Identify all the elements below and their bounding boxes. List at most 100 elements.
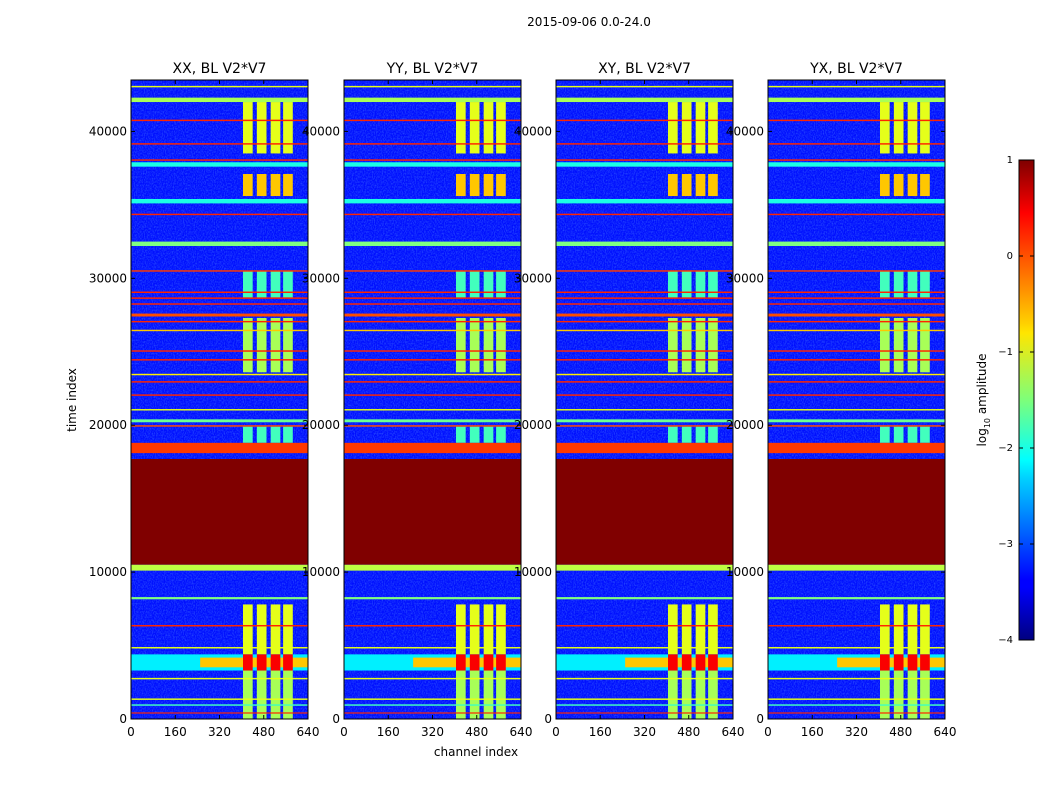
colorbar-tick-label: −3 <box>998 539 1013 550</box>
flag-row <box>131 419 308 423</box>
y-tick-label: 40000 <box>514 124 552 138</box>
flag-row <box>131 143 308 145</box>
heatmap-image <box>768 80 945 719</box>
signal-band-cell <box>920 426 930 443</box>
taper-row-hot-cell <box>668 654 678 671</box>
signal-band-cell <box>283 317 293 373</box>
flag-row <box>556 198 733 204</box>
y-axis-label: time index <box>65 368 79 432</box>
signal-band-cell <box>880 102 890 154</box>
flag-row <box>131 313 308 317</box>
heatmap-image <box>344 80 521 719</box>
y-tick-label: 10000 <box>514 565 552 579</box>
colorbar-label-base: 10 <box>983 418 992 428</box>
flag-row <box>768 564 945 571</box>
signal-band-cell <box>270 270 281 298</box>
taper-row-hot-cell <box>469 654 480 671</box>
flag-row <box>556 564 733 571</box>
signal-band-cell <box>483 102 494 154</box>
flag-row <box>768 677 945 680</box>
y-tick-label: 10000 <box>726 565 764 579</box>
flag-row <box>768 159 945 161</box>
flag-row <box>556 409 733 411</box>
flag-row <box>556 704 733 706</box>
flag-row <box>344 241 521 246</box>
flag-row <box>131 320 308 323</box>
flag-row <box>344 698 521 700</box>
colorbar: −4 −3 −2 −1 0 1 log10 amplitude <box>975 155 1035 646</box>
flag-row <box>768 425 945 427</box>
signal-band-cell <box>681 102 692 154</box>
x-tick-label: 0 <box>340 725 348 739</box>
y-tick-label: 10000 <box>302 565 340 579</box>
flag-row <box>556 394 733 396</box>
flag-row <box>768 712 945 714</box>
flag-row <box>131 359 308 361</box>
signal-band-cell <box>456 426 466 443</box>
colorbar-tick-label: −1 <box>998 347 1013 358</box>
panel-title: YX, BL V2*V7 <box>809 61 903 77</box>
flag-row <box>768 320 945 323</box>
signal-band-cell <box>243 604 253 655</box>
flag-row <box>556 143 733 145</box>
flag-row <box>768 394 945 396</box>
flag-row <box>768 119 945 122</box>
heatmap-image <box>556 80 733 719</box>
signal-band-cell <box>893 670 904 719</box>
flag-row <box>768 373 945 376</box>
flag-row <box>768 162 945 167</box>
y-tick-label: 0 <box>756 712 764 726</box>
x-tick-label: 640 <box>934 725 957 739</box>
flag-row <box>344 159 521 161</box>
y-tick-label: 0 <box>119 712 127 726</box>
flag-row <box>768 409 945 411</box>
flag-row <box>344 677 521 680</box>
x-tick-label: 480 <box>465 725 488 739</box>
signal-band-cell <box>456 270 466 298</box>
signal-band-cell <box>920 670 930 719</box>
flag-row <box>131 394 308 396</box>
flag-row <box>556 329 733 332</box>
flag-row <box>768 241 945 246</box>
signal-band-cell <box>469 426 480 443</box>
heatmap-image <box>131 80 308 719</box>
signal-band-cell <box>695 426 706 443</box>
flag-row <box>768 97 945 103</box>
signal-band-cell <box>456 102 466 154</box>
x-tick-label: 320 <box>421 725 444 739</box>
flag-row <box>344 381 521 383</box>
flag-row <box>556 320 733 323</box>
signal-band-cell <box>456 317 466 373</box>
flag-row <box>556 425 733 427</box>
signal-band-cell <box>243 426 253 443</box>
signal-band-cell <box>695 102 706 154</box>
signal-band-cell <box>668 270 678 298</box>
flag-row <box>768 458 945 565</box>
flag-row <box>344 458 521 565</box>
signal-band-cell <box>893 174 904 197</box>
signal-band-cell <box>695 604 706 655</box>
flag-row <box>131 270 308 272</box>
flag-row <box>768 624 945 627</box>
y-tick-label: 30000 <box>302 271 340 285</box>
flag-row <box>344 329 521 332</box>
panel-yy: YY, BL V2*V7 0 160 320 480 640 0 10000 20000 3000… <box>302 61 533 739</box>
signal-band-cell <box>893 604 904 655</box>
signal-band-cell <box>483 426 494 443</box>
x-tick-label: 160 <box>589 725 612 739</box>
signal-band-cell <box>256 270 267 298</box>
signal-band-cell <box>880 670 890 719</box>
signal-band-cell <box>708 670 718 719</box>
signal-band-cell <box>920 102 930 154</box>
signal-band-cell <box>456 174 466 197</box>
y-tick-label: 30000 <box>726 271 764 285</box>
flag-row <box>344 162 521 167</box>
x-tick-label: 320 <box>633 725 656 739</box>
flag-row <box>131 425 308 427</box>
taper-row-hot-cell <box>695 654 706 671</box>
flag-row <box>768 313 945 317</box>
flag-row <box>768 291 945 293</box>
flag-row <box>344 394 521 396</box>
flag-row <box>344 409 521 411</box>
flag-row <box>131 241 308 246</box>
